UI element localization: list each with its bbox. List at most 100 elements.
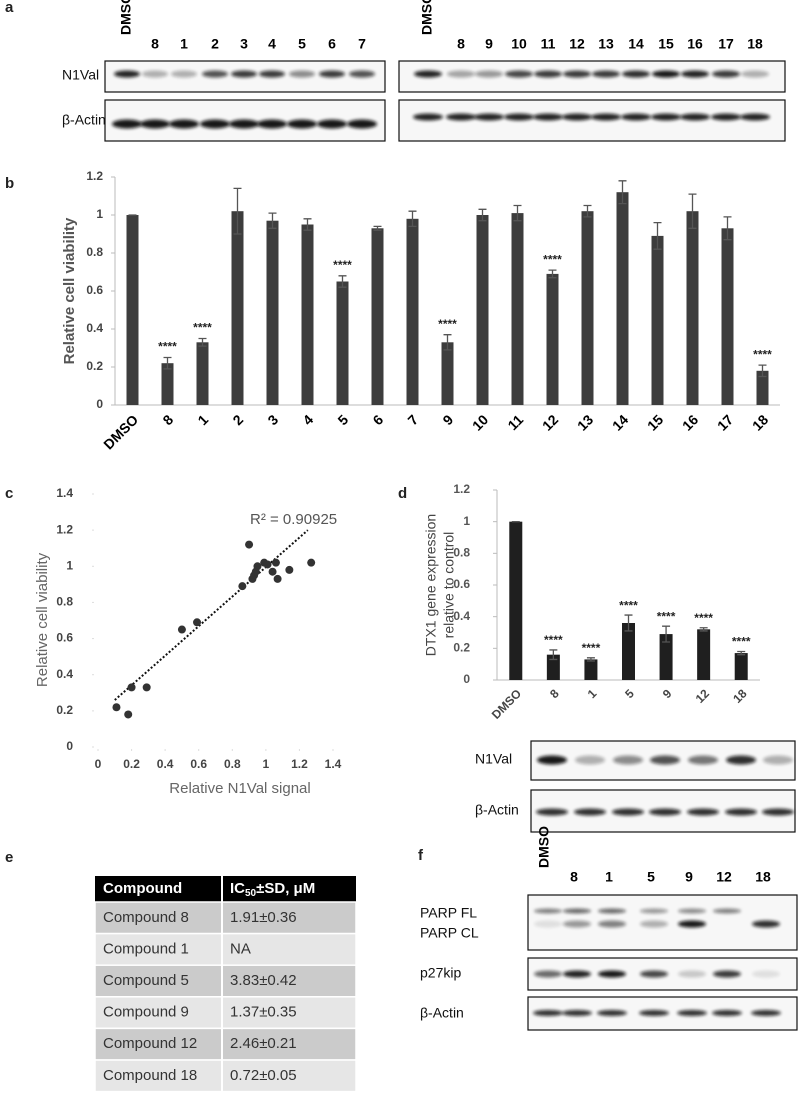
blot-band <box>712 1010 742 1016</box>
significance-label: **** <box>657 609 676 623</box>
lane-label: 14 <box>628 36 644 52</box>
bar <box>686 211 699 405</box>
significance-label: **** <box>438 317 457 331</box>
blot-band <box>712 70 740 78</box>
blot-band <box>713 970 741 978</box>
blot-band <box>231 70 257 78</box>
x-tick-label: 8 <box>159 411 176 428</box>
error-bar <box>198 337 207 347</box>
panel-label: a <box>5 0 14 16</box>
scatter-point <box>193 618 202 627</box>
lane-label: 6 <box>328 36 336 52</box>
lane-label: 18 <box>747 36 763 52</box>
y-tick-label: 0.4 <box>56 667 73 681</box>
x-tick-label: 3 <box>264 411 281 428</box>
blot-band <box>650 755 680 765</box>
row-label: p27kip <box>420 965 461 981</box>
blot-band <box>563 70 591 78</box>
error-bar <box>513 204 522 222</box>
x-tick-label: 12 <box>693 686 713 706</box>
x-tick-label: 2 <box>229 411 246 428</box>
blot-band <box>680 113 710 121</box>
scatter-point <box>127 683 136 692</box>
scatter-point <box>112 703 121 712</box>
table-cell: 1.91±0.36 <box>230 909 297 926</box>
blot-band <box>598 920 626 928</box>
header-part: ±SD, μM <box>256 880 315 897</box>
header-cell: IC50±SD, μM <box>230 880 315 899</box>
blot-band <box>534 920 562 928</box>
x-tick-label: 17 <box>714 411 736 433</box>
blot-band <box>678 908 706 914</box>
x-tick-label: 1 <box>194 411 211 428</box>
lane-label: 12 <box>569 36 585 52</box>
blot-band <box>639 1010 669 1016</box>
blot-band <box>622 70 650 78</box>
error-bar <box>373 225 382 231</box>
blot-band <box>259 70 285 78</box>
bar <box>406 218 419 405</box>
blot-band <box>592 70 620 78</box>
blot-box <box>398 99 786 142</box>
bar <box>659 634 673 680</box>
x-tick-label: 1.4 <box>325 757 342 771</box>
y-tick-label: 0.2 <box>56 703 73 717</box>
x-tick-label: 7 <box>404 411 421 428</box>
lane-label: DMSO <box>118 0 134 35</box>
x-tick-label: DMSO <box>100 411 141 452</box>
blot-band <box>289 70 315 78</box>
header-part: IC <box>230 880 245 897</box>
error-bar <box>338 275 347 288</box>
bar <box>546 654 560 680</box>
scatter-point <box>263 560 272 569</box>
x-tick-label: 0.2 <box>123 757 140 771</box>
blot-band <box>169 119 199 129</box>
header-subscript: 50 <box>245 888 257 899</box>
significance-label: **** <box>158 340 177 354</box>
blot-band <box>563 970 591 978</box>
blot-band <box>651 113 681 121</box>
blot-band <box>740 113 770 121</box>
blot-band <box>534 970 562 978</box>
lane-label: DMSO <box>536 826 552 868</box>
scatter-point <box>245 540 254 549</box>
table-header <box>95 876 356 902</box>
blot-band <box>751 1010 781 1016</box>
bar <box>266 220 279 405</box>
y-tick-label: 1.2 <box>86 169 103 183</box>
y-axis-label: relative to control <box>441 532 457 639</box>
table-cell: 1.37±0.35 <box>230 1004 297 1021</box>
y-tick-label: 0.2 <box>453 641 470 655</box>
significance-label: **** <box>619 598 638 612</box>
panel-label: f <box>418 847 424 864</box>
blot-band <box>534 70 562 78</box>
blot-band <box>533 1010 563 1016</box>
significance-label: **** <box>544 633 563 647</box>
panel-label: d <box>398 485 407 502</box>
table-cell: NA <box>230 940 251 957</box>
blot-band <box>591 113 621 121</box>
scatter-point <box>253 562 262 571</box>
blot-band <box>726 755 756 765</box>
bar <box>196 342 209 405</box>
error-bar <box>443 334 452 351</box>
blot-band <box>652 70 680 78</box>
x-tick-label: 14 <box>609 411 631 433</box>
blot-band <box>598 970 626 978</box>
row-label: N1Val <box>475 751 512 767</box>
y-tick-label: 0.8 <box>86 245 103 259</box>
y-tick-label: 1 <box>463 514 470 528</box>
blot-band <box>763 755 793 765</box>
blot-band <box>287 119 317 129</box>
blot-band <box>677 1010 707 1016</box>
blot-band <box>114 70 140 78</box>
bar <box>581 211 594 405</box>
significance-label: **** <box>694 611 713 625</box>
blot-band <box>257 119 287 129</box>
blot-band <box>613 755 643 765</box>
x-tick-label: 1.2 <box>291 757 308 771</box>
y-tick-label: 0 <box>96 397 103 411</box>
panel-label: b <box>5 175 14 192</box>
lane-label: 10 <box>511 36 527 52</box>
